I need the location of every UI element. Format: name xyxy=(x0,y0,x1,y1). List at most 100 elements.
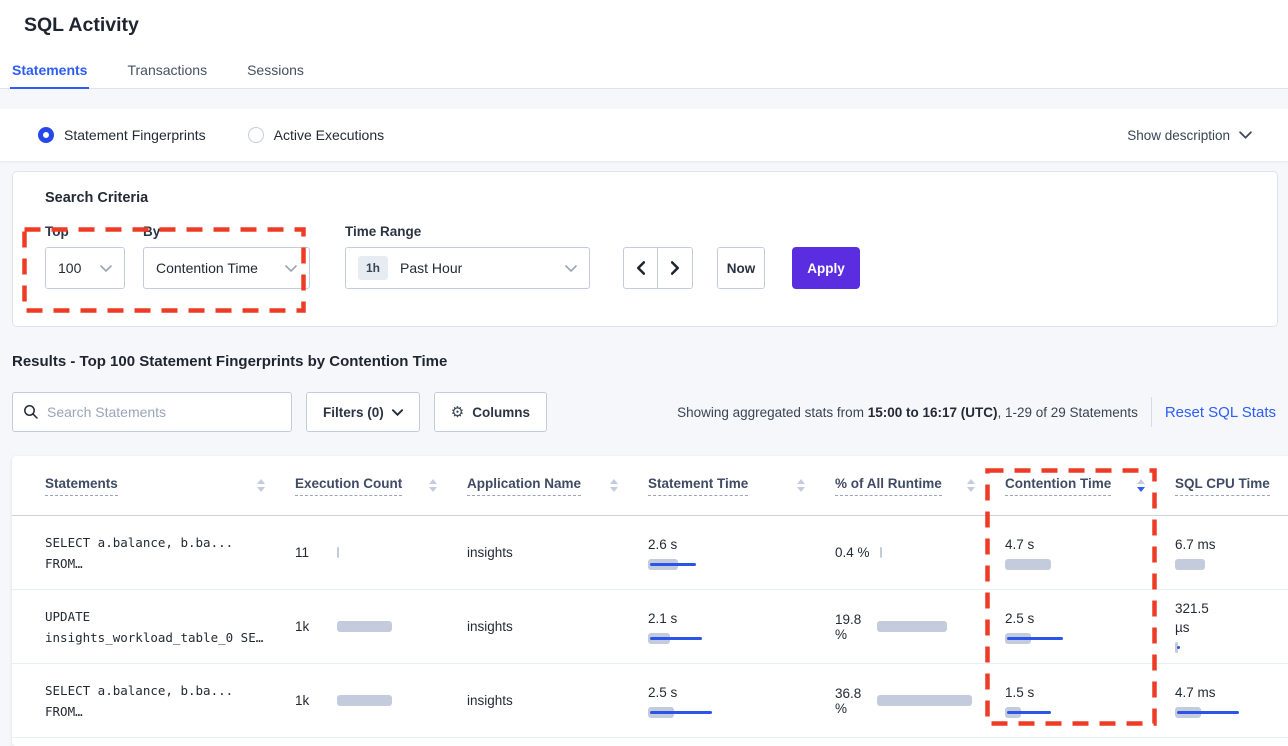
statement-fingerprint-link[interactable]: SELECT a.balance, b.ba... FROM… xyxy=(45,534,234,571)
gear-icon: ⚙ xyxy=(450,403,465,421)
results-heading: Results - Top 100 Statement Fingerprints… xyxy=(12,353,448,370)
column-header[interactable]: Statement Time xyxy=(648,476,835,496)
sort-icon[interactable] xyxy=(797,479,805,492)
column-header-label: Contention Time xyxy=(1005,476,1112,496)
sql-cpu-time-value: 6.7 ms xyxy=(1175,536,1216,552)
results-toolbar: Filters (0) ⚙ Columns Showing aggregated… xyxy=(12,392,1276,432)
pct-runtime-cell: 36.8 % xyxy=(835,664,1005,737)
chevron-left-icon xyxy=(637,261,645,275)
search-criteria-title: Search Criteria xyxy=(45,190,149,206)
sql-cpu-time-cell: 6.7 ms xyxy=(1175,516,1288,589)
tab-sessions[interactable]: Sessions xyxy=(247,62,304,78)
sort-icon[interactable] xyxy=(429,479,437,492)
sort-icon[interactable] xyxy=(610,479,618,492)
column-header-label: % of All Runtime xyxy=(835,476,942,496)
search-statements-box[interactable] xyxy=(12,392,292,432)
column-header-label: Statement Time xyxy=(648,476,749,496)
application-name-value: insights xyxy=(467,545,513,560)
execution-count-value: 1k xyxy=(295,693,310,708)
show-description-toggle[interactable]: Show description xyxy=(1127,128,1252,143)
radio-label: Active Executions xyxy=(273,127,385,143)
reset-sql-stats-link[interactable]: Reset SQL Stats xyxy=(1164,403,1276,421)
table-row[interactable]: UPDATE insights_workload_table_0 SE… 1k … xyxy=(12,590,1288,664)
radio-unselected-icon[interactable] xyxy=(247,127,264,143)
column-header[interactable]: % of All Runtime xyxy=(835,476,1005,496)
now-button[interactable]: Now xyxy=(717,247,765,289)
sql-cpu-time-bar xyxy=(1175,642,1288,654)
execution-count-bar xyxy=(337,620,467,633)
column-header[interactable]: Contention Time xyxy=(1005,476,1175,496)
sql-cpu-time-value: 4.7 ms xyxy=(1175,684,1216,700)
page-title: SQL Activity xyxy=(24,14,139,36)
pct-runtime-value: 0.4 % xyxy=(835,545,870,560)
statement-time-value: 2.6 s xyxy=(648,536,678,552)
chevron-down-icon xyxy=(391,408,403,416)
pct-runtime-cell: 0.4 % xyxy=(835,516,1005,589)
radio-active-executions[interactable]: Active Executions xyxy=(247,127,385,143)
time-prev-button[interactable] xyxy=(624,248,658,288)
tab-transactions[interactable]: Transactions xyxy=(127,62,208,78)
statement-time-value: 2.1 s xyxy=(648,610,678,626)
time-nav-group xyxy=(623,247,693,289)
radio-statement-fingerprints[interactable]: Statement Fingerprints xyxy=(38,127,206,143)
time-range-label: Time Range xyxy=(345,224,422,239)
radio-label: Statement Fingerprints xyxy=(64,127,206,143)
column-header[interactable]: Execution Count xyxy=(295,476,467,496)
tab-statements[interactable]: Statements xyxy=(10,56,90,89)
time-range-select[interactable]: 1h Past Hour xyxy=(345,247,590,289)
table-row[interactable]: SELECT a.balance, b.ba... FROM… 1k insig… xyxy=(12,664,1288,738)
contention-time-cell: 1.5 s xyxy=(1005,664,1175,737)
pct-runtime-value: 19.8 % xyxy=(835,611,862,642)
sql-cpu-time-bar xyxy=(1175,558,1288,571)
chevron-right-icon xyxy=(670,261,679,275)
statement-time-cell: 2.6 s xyxy=(648,516,835,589)
sql-cpu-time-cell: 321.5 µs xyxy=(1175,590,1288,663)
column-header-label: Execution Count xyxy=(295,476,403,496)
sort-icon[interactable] xyxy=(1137,479,1145,492)
contention-time-cell: 4.7 s xyxy=(1005,516,1175,589)
column-header-label: SQL CPU Time xyxy=(1175,476,1270,496)
search-statements-input[interactable] xyxy=(47,404,281,420)
column-header-label: Application Name xyxy=(467,476,582,496)
execution-count-value: 11 xyxy=(295,545,310,560)
execution-count-bar xyxy=(337,694,467,707)
column-header[interactable]: SQL CPU Time xyxy=(1175,476,1288,496)
statement-time-value: 2.5 s xyxy=(648,684,678,700)
apply-button[interactable]: Apply xyxy=(792,247,860,289)
view-mode-bar: Statement Fingerprints Active Executions… xyxy=(0,109,1288,161)
by-select[interactable]: Contention Time xyxy=(143,247,310,289)
chevron-down-icon xyxy=(1239,131,1252,139)
time-range-value: Past Hour xyxy=(400,260,463,276)
statement-time-bar xyxy=(648,632,835,645)
statement-fingerprint-link[interactable]: SELECT a.balance, b.ba... FROM… xyxy=(45,682,234,719)
application-name-value: insights xyxy=(467,619,513,634)
pct-runtime-cell: 19.8 % xyxy=(835,590,1005,663)
filters-button[interactable]: Filters (0) xyxy=(306,392,420,432)
pct-runtime-bar xyxy=(877,620,1005,633)
top-select[interactable]: 100 xyxy=(45,247,125,289)
contention-time-cell: 2.5 s xyxy=(1005,590,1175,663)
filters-button-label: Filters (0) xyxy=(323,404,384,420)
execution-count-cell: 1k xyxy=(295,590,467,663)
column-header[interactable]: Application Name xyxy=(467,476,648,496)
time-next-button[interactable] xyxy=(658,248,692,288)
contention-time-bar xyxy=(1005,632,1175,645)
pct-runtime-bar xyxy=(879,546,1005,559)
columns-button-label: Columns xyxy=(472,404,530,420)
statement-fingerprint-link[interactable]: UPDATE insights_workload_table_0 SE… xyxy=(45,608,264,645)
tab-bar: Statements Transactions Sessions xyxy=(0,48,1288,89)
show-description-label: Show description xyxy=(1127,127,1230,143)
sort-icon[interactable] xyxy=(967,479,975,492)
radio-selected-icon[interactable] xyxy=(38,127,54,143)
sort-icon[interactable] xyxy=(257,479,265,492)
contention-time-bar xyxy=(1005,558,1175,571)
column-header[interactable]: Statements xyxy=(45,476,295,496)
statement-time-bar xyxy=(648,558,835,571)
table-row[interactable]: SELECT a.balance, b.ba... FROM… 11 insig… xyxy=(12,516,1288,590)
statement-time-cell: 2.1 s xyxy=(648,590,835,663)
execution-count-bar xyxy=(337,546,467,559)
divider xyxy=(1150,397,1152,427)
top-select-value: 100 xyxy=(58,260,82,276)
showing-range: 15:00 to 16:17 (UTC) xyxy=(867,404,998,420)
columns-button[interactable]: ⚙ Columns xyxy=(433,392,547,432)
